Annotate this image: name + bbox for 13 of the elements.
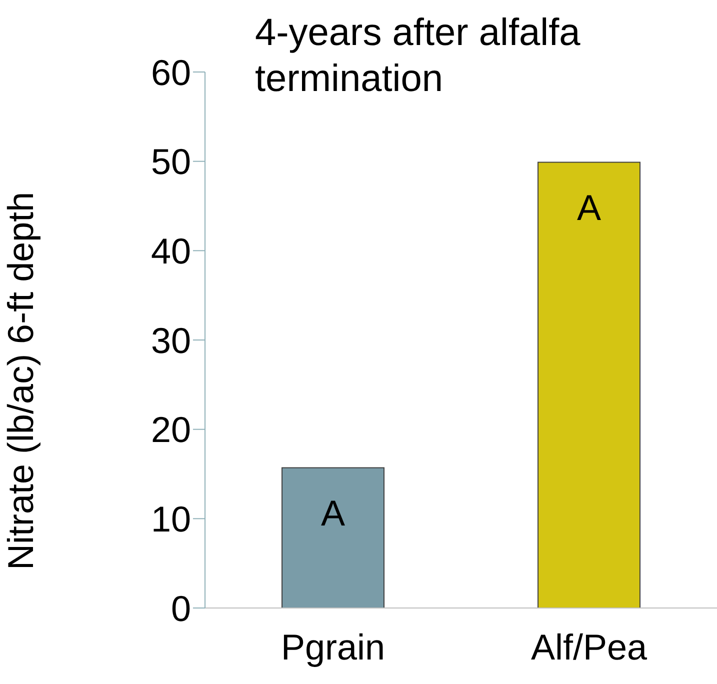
y-tick-label: 20 (150, 409, 191, 450)
x-tick-label: Alf/Pea (530, 626, 648, 668)
y-tick-label: 10 (150, 498, 191, 540)
y-tick-label: 30 (150, 320, 191, 361)
annotation: A (320, 492, 346, 534)
y-tick-label: 50 (150, 141, 191, 182)
y-tick-label: 40 (150, 230, 191, 272)
y-axis-title: Nitrate (lb/ac) 6-ft depth (0, 192, 41, 570)
x-tick-label: Pgrain (280, 626, 386, 668)
y-tick-label: 60 (150, 52, 191, 93)
y-tick-label: 0 (170, 588, 191, 629)
annotation: A (576, 187, 602, 228)
chart-title: 4-years after alfalfa termination (255, 11, 582, 102)
